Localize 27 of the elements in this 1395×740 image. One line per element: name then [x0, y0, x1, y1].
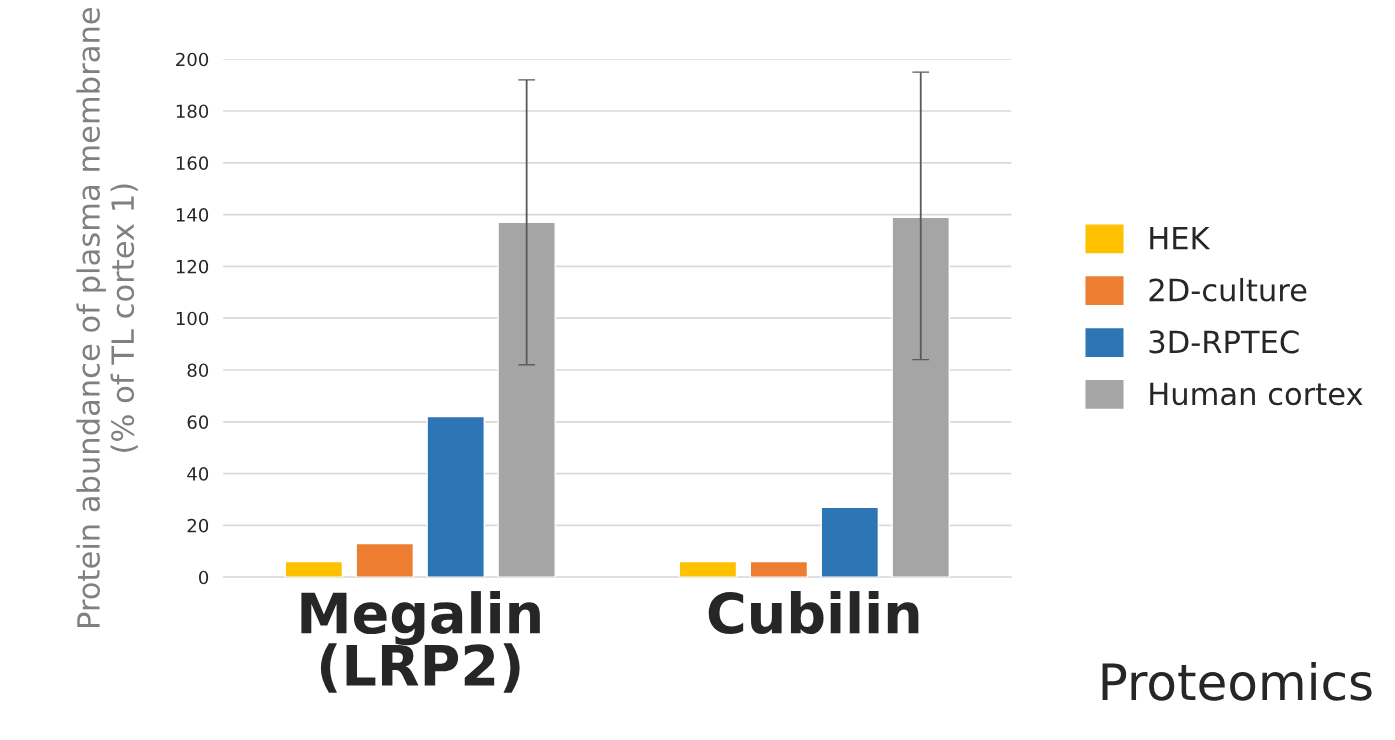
bar	[749, 560, 809, 578]
bar	[497, 221, 556, 578]
legend-label: 3D-RPTEC	[1149, 330, 1299, 354]
y-tick-label: 120	[176, 259, 209, 274]
text: Proteomics	[1102, 662, 1372, 701]
bar	[891, 216, 951, 578]
y-tick-label: 80	[187, 363, 209, 378]
y-tick-label: 60	[187, 415, 209, 429]
y-tick-label: 0	[199, 570, 209, 585]
bar	[284, 560, 344, 578]
y-tick-label: 20	[187, 518, 209, 533]
legend-label: Human cortex	[1150, 382, 1363, 406]
legend-label: HEK	[1150, 226, 1211, 250]
bar	[820, 506, 880, 578]
y-axis-title: Protein abundance of plasma membrane (% of TL cortex 1)	[76, 8, 138, 627]
y-tick-label: 100	[176, 311, 209, 326]
x-tick-label: Megalin (LRP2)	[301, 591, 540, 693]
y-tick-label: 160	[176, 156, 209, 170]
legend-label: 2D-culture	[1149, 277, 1307, 302]
y-tick-label: 140	[176, 208, 209, 222]
y-tick-label: 180	[176, 104, 209, 119]
bar	[426, 415, 485, 578]
bar	[355, 542, 415, 578]
x-tick-label: Cubilin	[708, 591, 919, 635]
bar	[678, 560, 738, 578]
y-tick-label: 200	[176, 52, 209, 67]
y-tick-label: 40	[187, 467, 209, 481]
